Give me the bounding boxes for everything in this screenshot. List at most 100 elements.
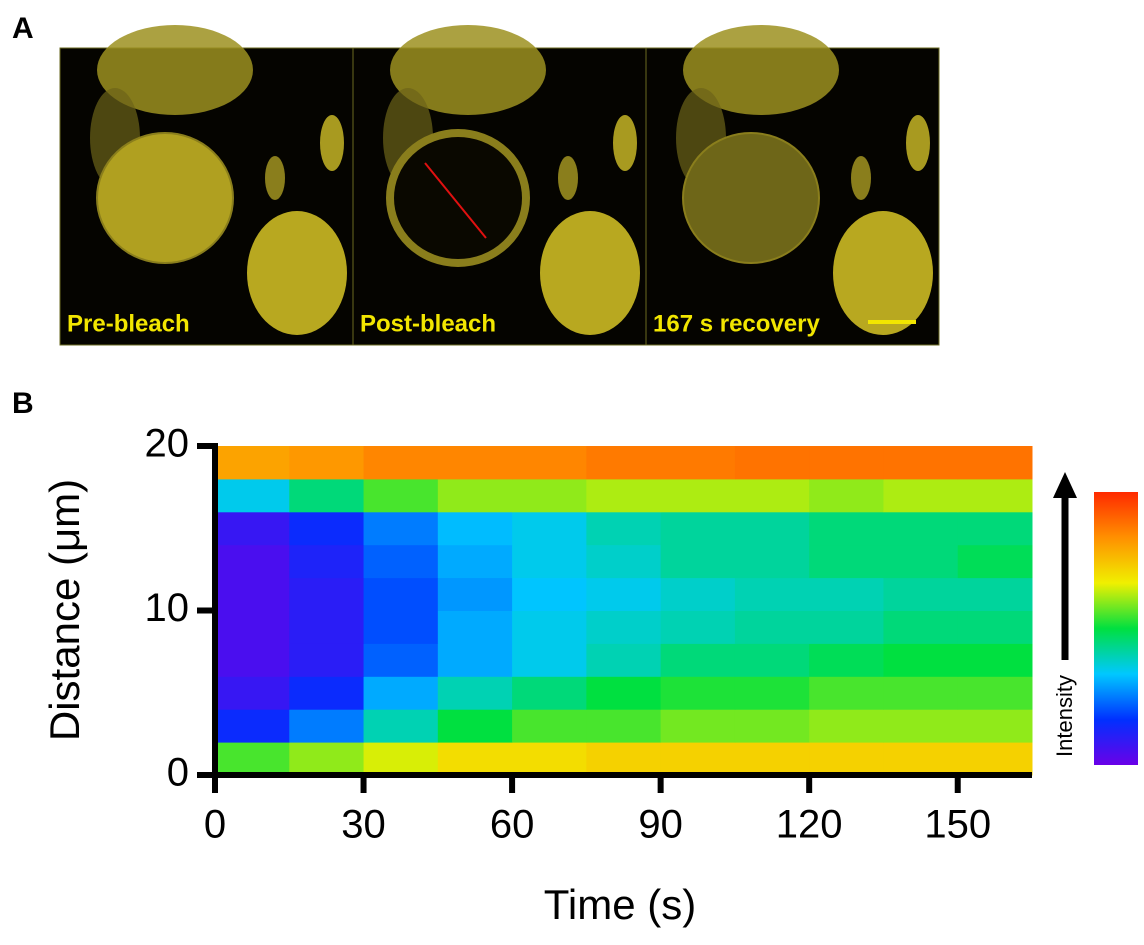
heat-cell [660,676,736,710]
heat-cell [734,610,810,644]
heat-cell [883,610,959,644]
bleach-line [424,162,487,239]
heat-cell [289,742,365,776]
heat-cell [883,446,959,480]
y-tick-label: 0 [167,751,189,795]
panel-label: A [12,12,34,45]
heat-cell [289,544,365,579]
cells [383,25,640,335]
heat-cell [734,577,810,611]
heat-cell [215,676,290,710]
caption: Post-bleach [360,310,496,337]
heat-cell [215,511,290,546]
heat-cell [363,742,439,776]
heat-cell [660,610,736,644]
heat-cell [289,709,365,743]
heat-cell [586,643,662,677]
heat-cell [289,643,365,677]
kymograph: 0 10 20 0 30 60 90 120 150 [145,422,1033,847]
heat-cell [660,709,736,743]
heat-cell [809,709,884,743]
x-tick-label: 150 [924,803,991,847]
cell [540,211,640,335]
heat-cell [289,577,365,611]
heat-cell [809,478,884,513]
caption: 167 s recovery [653,310,820,337]
caption: Pre-bleach [67,310,190,337]
heat-cell [957,478,1033,513]
colorbar [1094,492,1138,765]
heat-cell [215,446,290,480]
cells [676,25,933,335]
heat-cell [883,742,959,776]
heat-cell [957,544,1033,579]
cell [558,156,578,200]
heat-cell [215,610,290,644]
x-tick-label: 60 [490,803,535,847]
cell [247,211,347,335]
heat-cell [660,643,736,677]
heat-cell [363,446,439,480]
heat-cell [586,446,662,480]
cell [682,132,820,264]
heat-cell [809,610,884,644]
y-axis-title: Distance (μm) [41,479,88,741]
heat-cell [586,511,662,546]
heat-cell [586,577,662,611]
heat-cell [512,544,587,579]
heat-cell [957,643,1033,677]
heat-cell [660,742,736,776]
heat-cell [437,446,513,480]
cell [851,156,871,200]
heat-cell [734,446,810,480]
heat-cell [215,577,290,611]
heat-cell [883,676,959,710]
colorbar-label: Intensity [1052,675,1077,757]
heat-cell [363,676,439,710]
heat-cell [215,709,290,743]
heat-cell [734,709,810,743]
panel-label: B [12,387,34,420]
x-tick-label: 90 [638,803,683,847]
heat-cell [363,511,439,546]
heat-cell [437,511,513,546]
heat-cell [734,643,810,677]
heat-cell [660,577,736,611]
heat-cell [734,544,810,579]
cell [97,25,253,115]
heat-cell [363,577,439,611]
heat-cell [215,742,290,776]
heat-cell [289,610,365,644]
heat-cell [289,478,365,513]
heat-cell [883,577,959,611]
x-axis-title: Time (s) [544,881,696,928]
heat-cell [809,544,884,579]
heat-cell [660,511,736,546]
heat-cell [289,446,365,480]
heat-cell [289,676,365,710]
heat-cell [512,577,587,611]
heat-cell [512,676,587,710]
heat-cell [586,742,662,776]
heat-cell [363,709,439,743]
heat-cell [883,544,959,579]
heat-cell [957,742,1033,776]
heat-cell [437,478,513,513]
arrow-head [1053,472,1077,498]
heat-cell [809,742,884,776]
heat-cell [883,478,959,513]
heat-cell [883,643,959,677]
heat-cell [809,446,884,480]
heat-cell [734,676,810,710]
heat-cell [734,742,810,776]
heat-cell [957,446,1033,480]
heat-cell [586,676,662,710]
heat-cell [809,676,884,710]
heat-cell [437,544,513,579]
x-tick-label: 30 [341,803,386,847]
heat-cell [734,478,810,513]
cell [833,211,933,335]
cell [265,156,285,200]
heat-cell [660,478,736,513]
